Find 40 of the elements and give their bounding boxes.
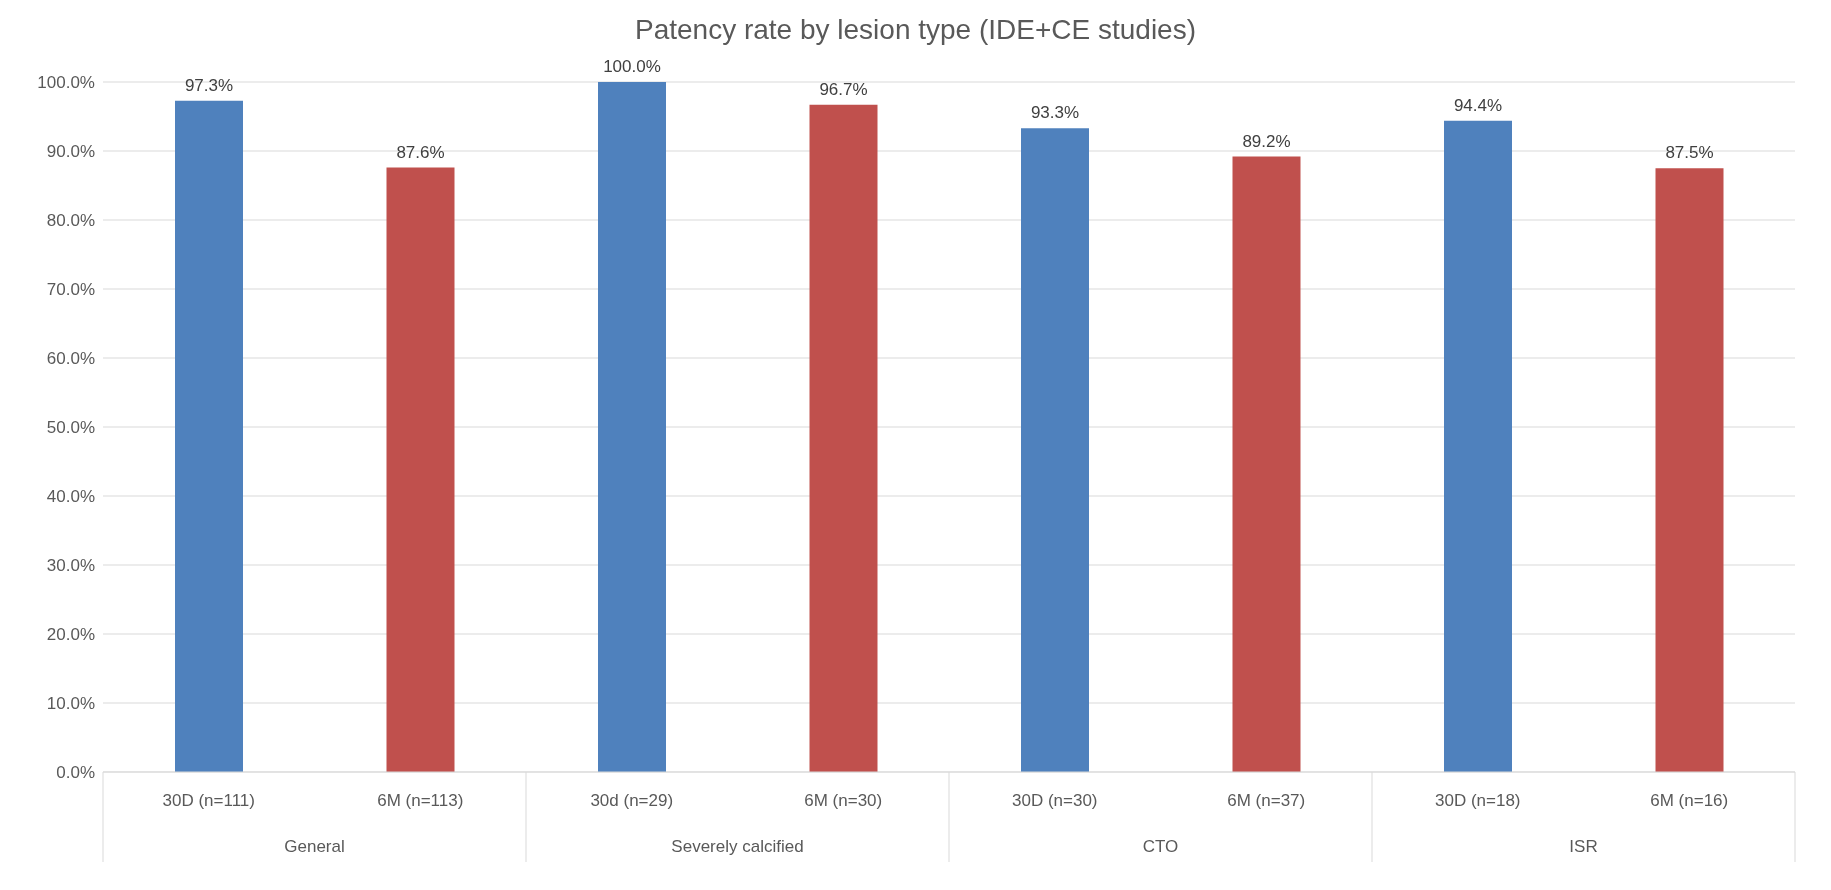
- x-tick-label: 30D (n=30): [1011, 791, 1098, 810]
- y-tick-label: 40.0%: [46, 487, 95, 507]
- y-tick-label: 0.0%: [56, 763, 95, 783]
- bar: [1444, 120, 1512, 772]
- bar: [1655, 168, 1724, 772]
- data-label: 87.5%: [1665, 143, 1714, 163]
- text: General: [284, 837, 345, 856]
- text: Severely calcified: [671, 837, 804, 856]
- data-label: 89.2%: [1242, 131, 1291, 151]
- x-tick-label: 6M (n=30): [804, 791, 883, 810]
- x-tick-label: 30D (n=18): [1434, 791, 1521, 810]
- text: CTO: [1142, 837, 1179, 856]
- y-tick-label: 70.0%: [46, 280, 95, 300]
- chart-title: Patency rate by lesion type (IDE+CE studies): [633, 13, 1197, 47]
- x-tick-label: 6M (n=16): [1650, 791, 1729, 810]
- data-label: 96.7%: [819, 79, 868, 99]
- x-tick-label: 6M (n=113): [377, 791, 464, 810]
- data-label: 93.3%: [1030, 103, 1080, 123]
- y-tick-label: 50.0%: [46, 418, 95, 438]
- bar: [1021, 128, 1089, 772]
- data-label: 100.0%: [603, 57, 661, 76]
- bar: [598, 82, 666, 772]
- y-tick-label: 60.0%: [46, 349, 95, 369]
- y-tick-label: 30.0%: [46, 556, 95, 576]
- y-tick-label: 10.0%: [46, 694, 95, 714]
- y-tick-label: 20.0%: [46, 625, 95, 645]
- bar: [386, 167, 455, 772]
- text: ISR: [1569, 837, 1598, 856]
- y-tick-label: 80.0%: [46, 211, 95, 231]
- y-tick-label: 90.0%: [46, 142, 95, 162]
- y-tick-label: 100.0%: [37, 73, 95, 93]
- data-label: 97.3%: [184, 75, 234, 95]
- x-tick-label: 30D (n=111): [162, 791, 255, 810]
- data-label: 94.4%: [1453, 95, 1503, 115]
- bar: [1232, 156, 1301, 772]
- data-label: 87.6%: [396, 142, 445, 162]
- bar: [175, 100, 243, 772]
- x-tick-label: 30d (n=29): [590, 791, 674, 810]
- bar: [809, 104, 878, 772]
- x-tick-label: 6M (n=37): [1227, 791, 1306, 810]
